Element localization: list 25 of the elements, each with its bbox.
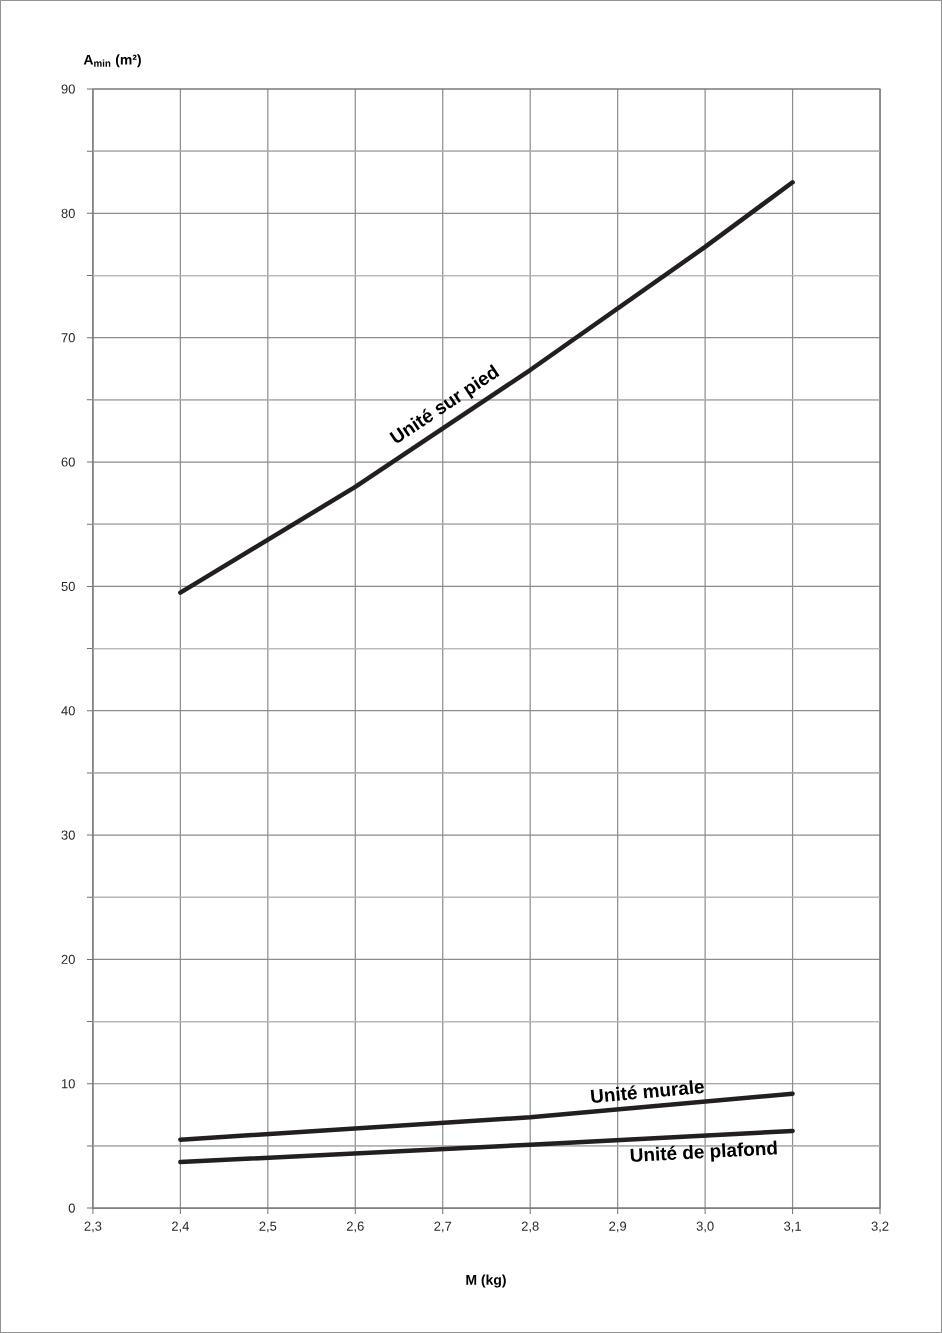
text: Unité murale [590, 1080, 704, 1103]
x-tick-label: 2,9 [609, 1221, 627, 1233]
x-tick-label: 3,2 [871, 1221, 889, 1233]
x-tick-label: 2,7 [434, 1221, 452, 1233]
x-tick-label: 3,0 [696, 1221, 714, 1233]
x-axis-title: M (kg) [466, 1274, 506, 1288]
y-tick-label: 0 [68, 1203, 75, 1213]
y-tick-label: 30 [61, 830, 75, 840]
y-tick-label: 20 [61, 954, 75, 964]
y-tick-label: 40 [61, 706, 75, 716]
y-tick-label: 80 [61, 208, 75, 218]
x-tick-label: 2,4 [172, 1221, 190, 1233]
y-tick-label: 90 [61, 84, 75, 94]
line-series [178, 180, 795, 595]
y-tick-label: 60 [61, 457, 75, 467]
x-tick-label: 2,6 [346, 1221, 364, 1233]
series-label: Unité de plafond [630, 1140, 777, 1162]
x-tick-label: 2,5 [259, 1221, 277, 1233]
x-tick-label: 3,1 [784, 1221, 801, 1233]
x-tick-label: 2,8 [521, 1221, 539, 1233]
y-tick-label: 70 [61, 333, 75, 343]
y-tick-label: 10 [62, 1079, 75, 1089]
x-tick-label: 2,3 [84, 1221, 102, 1233]
y-axis-title: A$_{min}$ (m²) [83, 54, 141, 68]
y-tick-label: 50 [61, 581, 75, 591]
